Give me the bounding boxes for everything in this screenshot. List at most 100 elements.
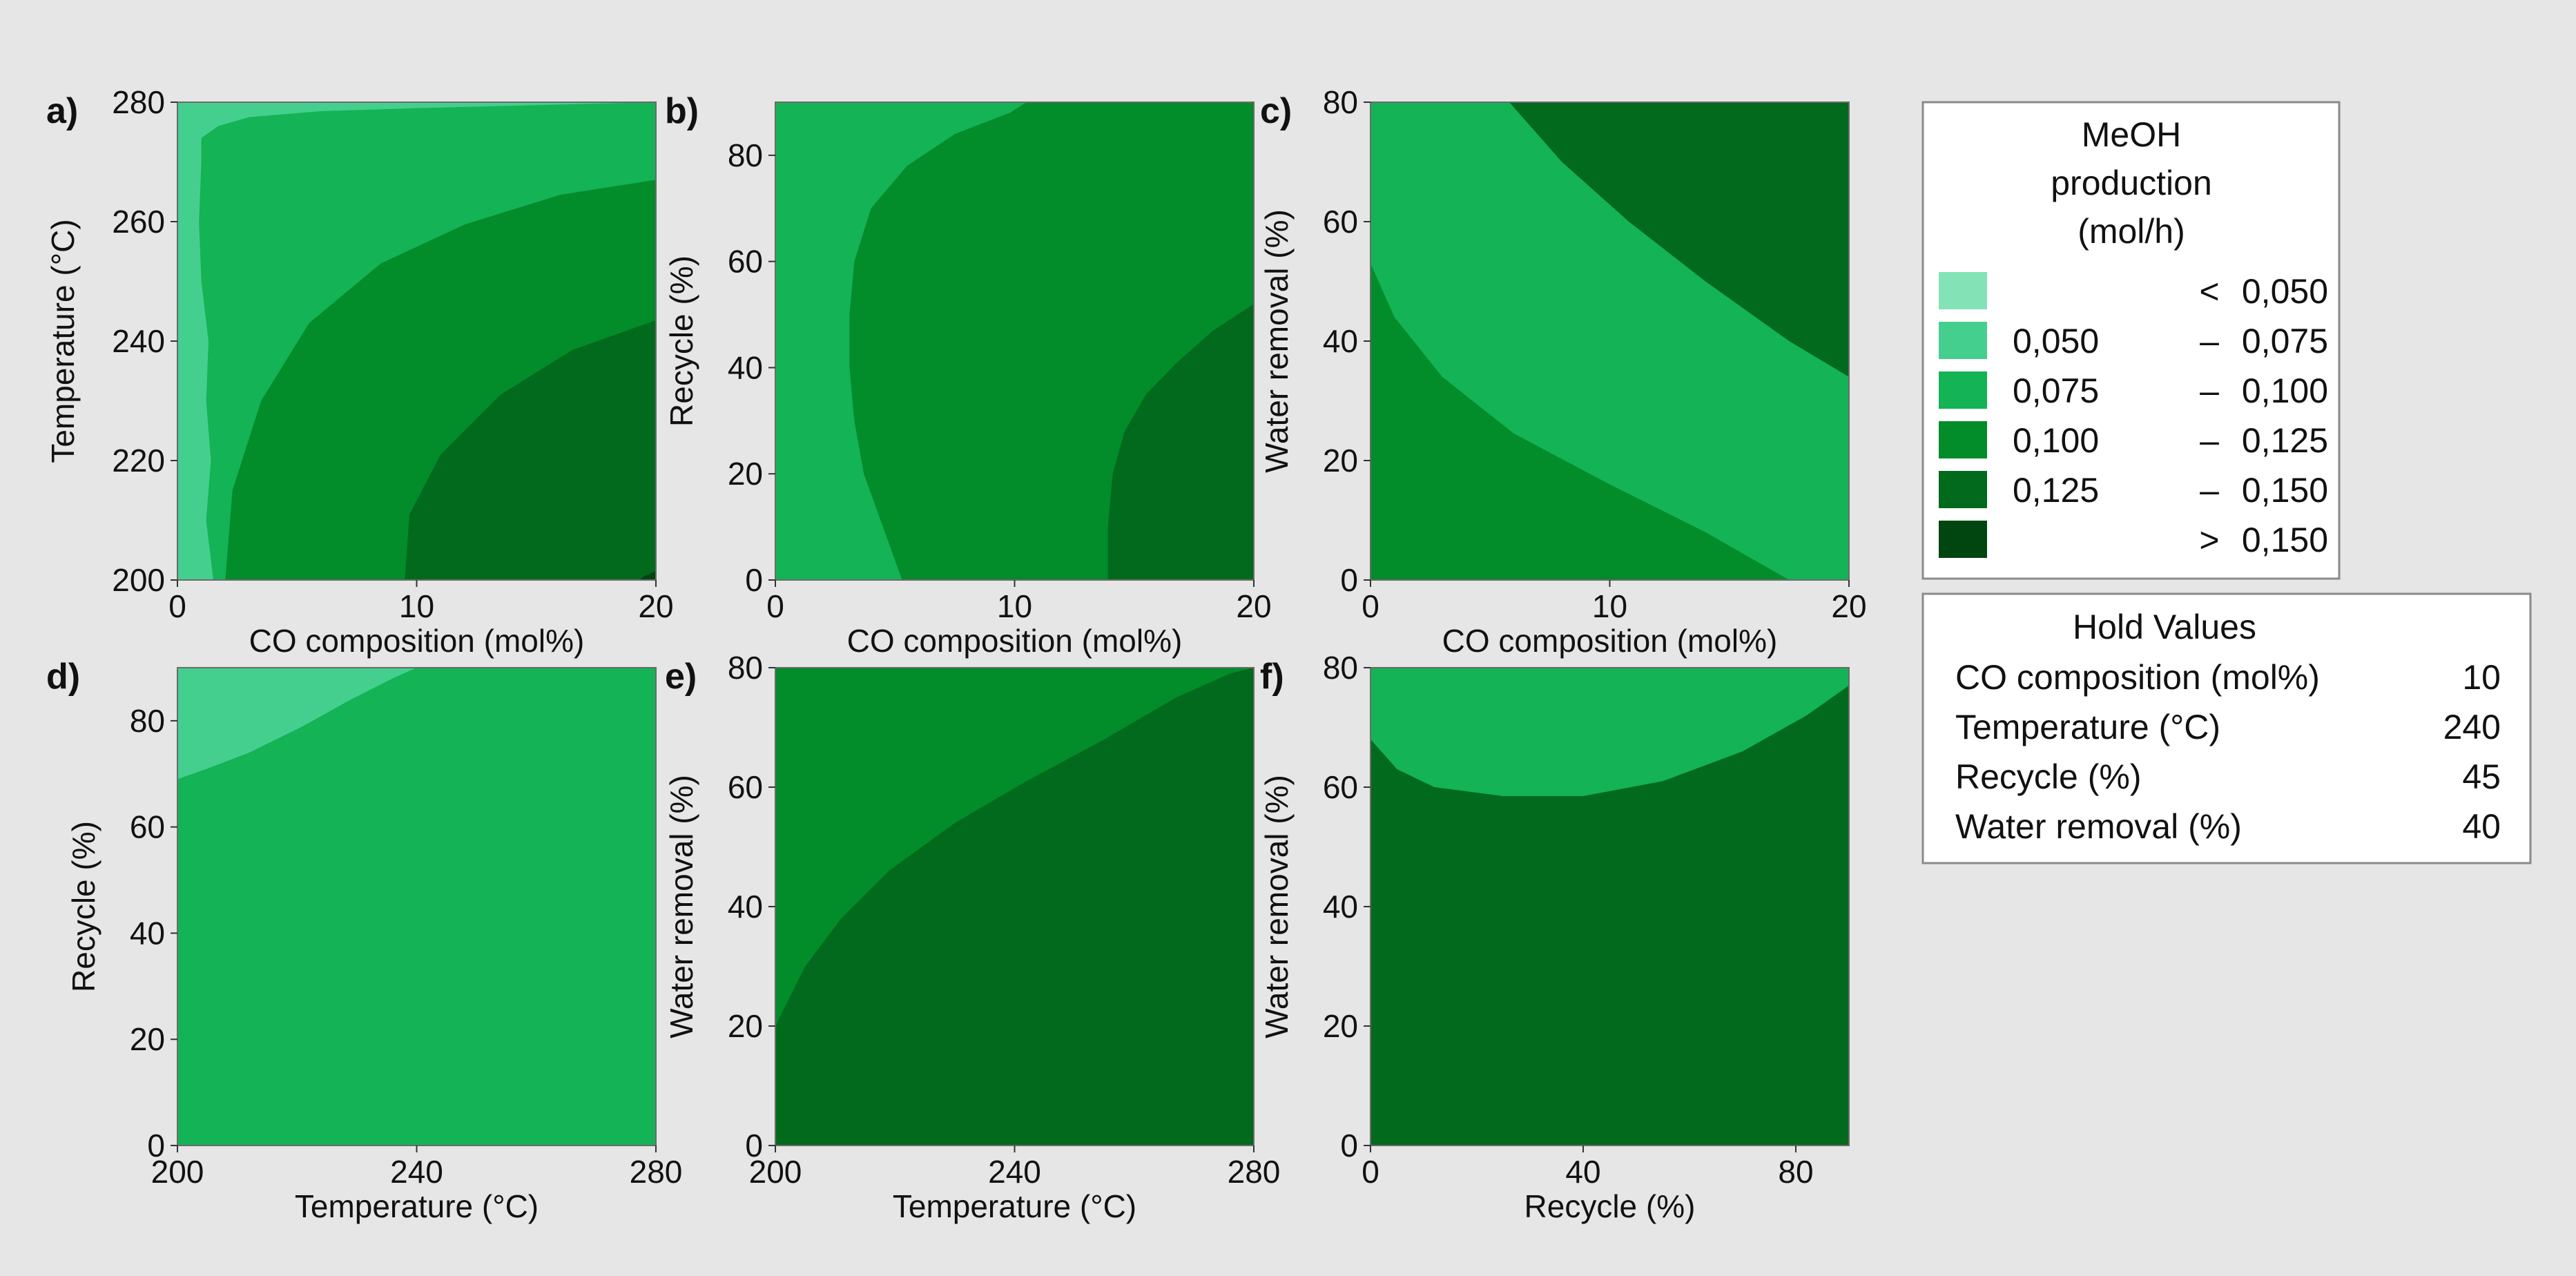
y-tick-label: 0 <box>1340 1128 1358 1163</box>
y-tick-label: 0 <box>147 1128 165 1163</box>
legend-low: 0,100 <box>2013 421 2099 460</box>
legend-low: 0,050 <box>2013 322 2099 360</box>
y-axis-label: Recycle (%) <box>664 255 699 427</box>
plot-area <box>1371 668 1849 1146</box>
x-axis-label: Temperature (°C) <box>893 1188 1136 1224</box>
panel-label: a) <box>46 91 78 131</box>
hold-value: 45 <box>2462 757 2501 796</box>
y-tick-label: 80 <box>728 137 763 173</box>
y-tick-label: 60 <box>728 769 763 805</box>
legend-high: 0,125 <box>2242 421 2328 460</box>
y-tick-label: 60 <box>1323 769 1358 805</box>
y-tick-label: 40 <box>130 915 165 951</box>
x-tick-label: 240 <box>390 1154 443 1190</box>
legend-box <box>1921 101 2341 580</box>
contour-region <box>775 668 1254 1146</box>
y-tick-label: 80 <box>130 703 165 739</box>
y-tick-label: 20 <box>130 1021 165 1057</box>
y-tick-label: 40 <box>1323 323 1358 359</box>
contour-region <box>1371 263 1790 580</box>
y-tick-label: 280 <box>112 84 165 120</box>
legend-sep: – <box>2200 322 2219 360</box>
y-tick-label: 40 <box>728 889 763 925</box>
y-tick-label: 240 <box>112 323 165 359</box>
x-tick-label: 0 <box>1362 1154 1379 1190</box>
x-axis-label: Temperature (°C) <box>295 1188 539 1224</box>
x-tick-label: 40 <box>1565 1154 1600 1190</box>
x-tick-label: 280 <box>1228 1154 1281 1190</box>
y-tick-label: 200 <box>112 562 165 598</box>
x-tick-label: 0 <box>168 588 186 624</box>
legend-high: 0,075 <box>2242 322 2328 360</box>
y-tick-label: 80 <box>1323 84 1358 120</box>
plot-area <box>775 668 1254 1146</box>
panel-label: e) <box>665 657 697 697</box>
hold-value-label: Recycle (%) <box>1955 757 2141 796</box>
y-axis-label: Water removal (%) <box>1259 209 1295 473</box>
x-tick-label: 0 <box>1362 588 1379 624</box>
contour-panel: 0 10 20 200 220 240 260 280 CO composition (mol%… <box>45 84 674 659</box>
legend-swatch <box>1939 471 1987 508</box>
contour-region <box>1371 685 1849 1146</box>
legend-swatch <box>1939 421 1987 458</box>
x-tick-label: 20 <box>1831 588 1866 624</box>
x-axis-label: CO composition (mol%) <box>1442 623 1778 659</box>
panel-label: d) <box>46 657 80 697</box>
legend-high: 0,150 <box>2242 521 2328 559</box>
y-tick-label: 0 <box>745 562 763 598</box>
hold-value-label: Water removal (%) <box>1955 807 2242 846</box>
x-axis-label: CO composition (mol%) <box>847 623 1183 659</box>
x-tick-label: 280 <box>630 1154 683 1190</box>
panel-label: c) <box>1260 91 1292 131</box>
plot-area <box>1371 102 1849 580</box>
y-axis-label: Water removal (%) <box>664 775 699 1038</box>
x-tick-label: 20 <box>1236 588 1271 624</box>
x-tick-label: 10 <box>997 588 1032 624</box>
plot-area <box>177 668 656 1146</box>
y-tick-label: 220 <box>112 443 165 478</box>
hold-value: 40 <box>2462 807 2501 846</box>
y-tick-label: 0 <box>745 1128 763 1163</box>
y-axis-label: Water removal (%) <box>1259 775 1295 1038</box>
y-tick-label: 0 <box>1340 562 1358 598</box>
legend-swatch <box>1939 521 1987 558</box>
x-axis-label: CO composition (mol%) <box>249 623 585 659</box>
legend-title: MeOH <box>2082 115 2181 154</box>
y-tick-label: 80 <box>1323 650 1358 686</box>
hold-values-title: Hold Values <box>2073 608 2256 646</box>
plot-area <box>177 102 656 580</box>
y-tick-label: 20 <box>728 456 763 492</box>
panel-label: f) <box>1260 657 1284 697</box>
x-tick-label: 0 <box>766 588 784 624</box>
legend-swatch <box>1939 371 1987 409</box>
legend-sep: < <box>2199 272 2219 311</box>
legend-swatch <box>1939 272 1987 309</box>
legend-title: production <box>2051 164 2212 202</box>
hold-values: Hold Values CO composition (mol%) 10 Temper… <box>1921 592 2532 864</box>
contour-panel: 0 10 20 0 20 40 60 80 CO composition (mol%) Water… <box>1259 84 1867 659</box>
x-tick-label: 10 <box>1592 588 1627 624</box>
x-tick-label: 80 <box>1778 1154 1813 1190</box>
hold-value-label: Temperature (°C) <box>1955 708 2220 746</box>
plot-area <box>775 102 1254 580</box>
contour-panel: 0 40 80 0 20 40 60 80 Recycle (%) Water removal (… <box>1259 650 1850 1224</box>
y-tick-label: 60 <box>130 809 165 845</box>
panel-label: b) <box>665 91 699 131</box>
legend-title: (mol/h) <box>2078 212 2185 251</box>
y-tick-label: 20 <box>1323 443 1358 478</box>
y-axis-label: Recycle (%) <box>66 821 101 992</box>
x-tick-label: 200 <box>151 1154 204 1190</box>
y-tick-label: 60 <box>1323 204 1358 240</box>
legend-high: 0,150 <box>2242 471 2328 510</box>
hold-value-label: CO composition (mol%) <box>1955 658 2320 697</box>
contour-region <box>1107 304 1254 580</box>
legend-sep: – <box>2200 471 2219 510</box>
x-tick-label: 10 <box>399 588 434 624</box>
legend-sep: > <box>2199 521 2219 559</box>
x-tick-label: 20 <box>638 588 673 624</box>
contour-region <box>1509 102 1849 377</box>
y-tick-label: 60 <box>728 244 763 280</box>
x-tick-label: 240 <box>988 1154 1041 1190</box>
hold-value: 10 <box>2462 658 2501 697</box>
